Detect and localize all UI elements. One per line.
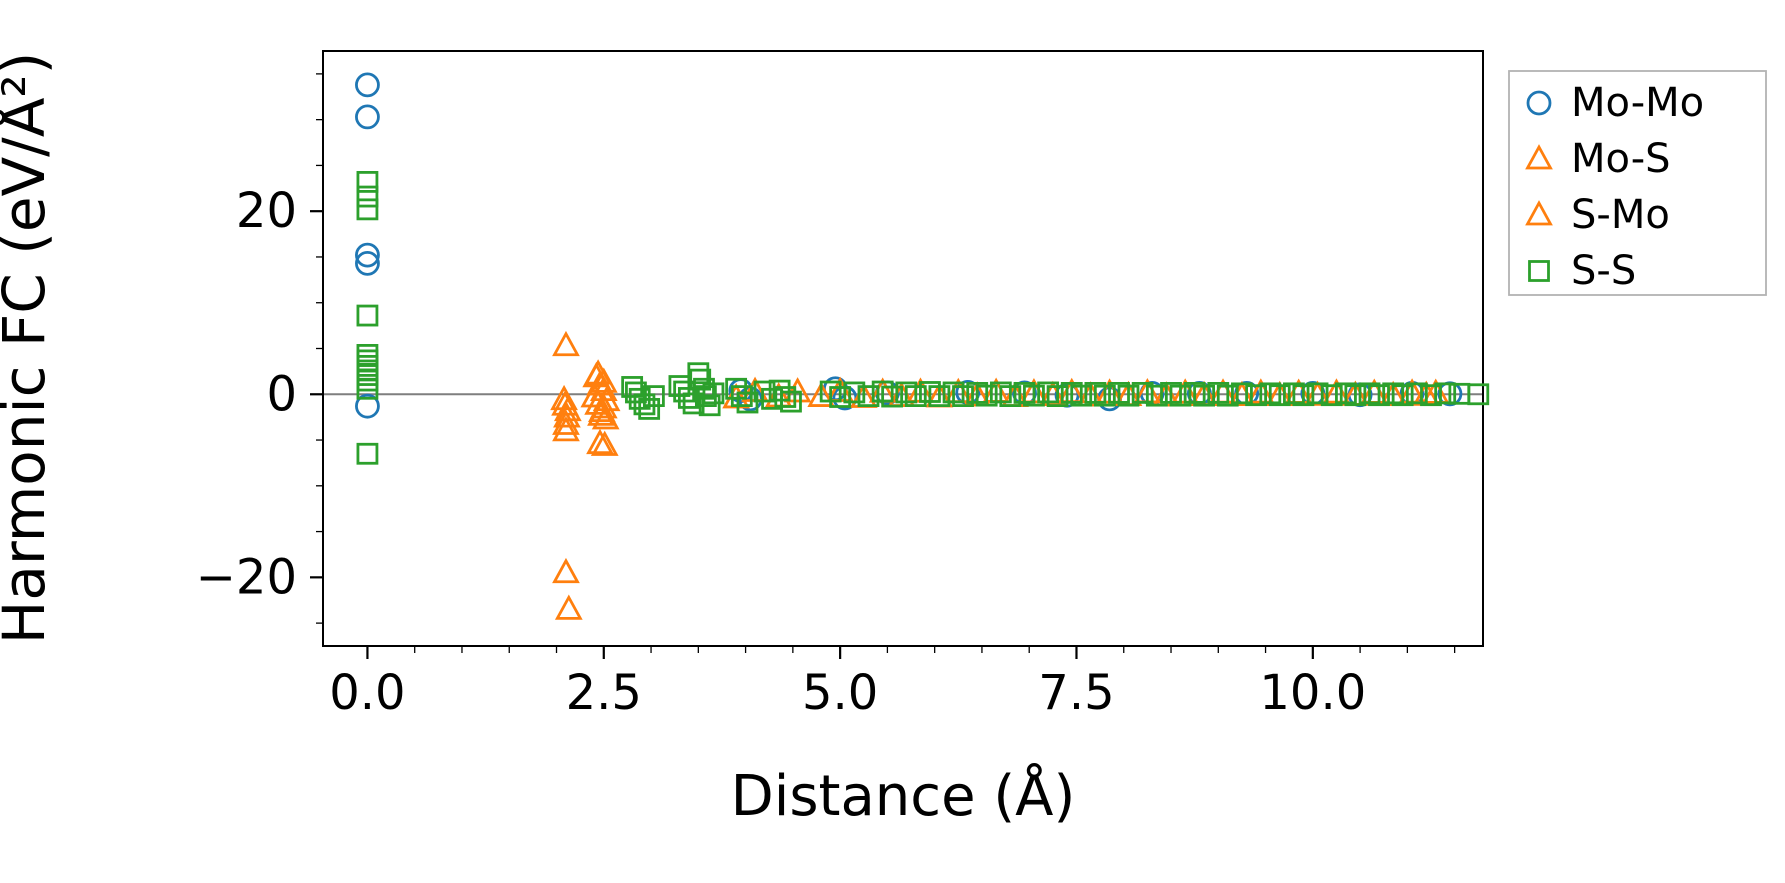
legend-box	[1508, 70, 1767, 296]
y-axis-label: Harmonic FC (eV/Å²)	[0, 52, 58, 645]
data-point-s-s	[1093, 384, 1116, 407]
data-point-s-mo	[551, 390, 579, 416]
data-point-s-s	[999, 385, 1022, 408]
legend-label-s-mo: S-Mo	[1571, 192, 1670, 238]
data-point-s-s	[1145, 384, 1168, 407]
data-point-s-s	[1193, 384, 1216, 407]
y-tick-label: 20	[236, 183, 297, 239]
x-tick-label: 0.0	[329, 665, 405, 721]
data-point-s-s	[1169, 384, 1192, 407]
legend-marker-mo-mo	[1526, 90, 1552, 116]
legend-marker-s-mo	[1525, 200, 1553, 226]
series-mo-mo	[355, 72, 1463, 419]
data-point-s-s	[881, 385, 904, 408]
legend-label-mo-s: Mo-S	[1571, 136, 1671, 182]
data-point-mo-mo	[355, 242, 380, 268]
x-tick-label: 2.5	[566, 665, 642, 721]
x-tick-label: 5.0	[802, 665, 878, 721]
data-point-mo-mo	[355, 393, 380, 419]
data-point-s-mo	[552, 415, 580, 442]
plot-frame	[322, 50, 1484, 647]
data-point-s-s	[356, 170, 379, 193]
data-point-s-s	[1117, 384, 1140, 407]
data-point-s-s	[698, 394, 721, 417]
data-point-s-s	[1046, 385, 1069, 408]
data-point-s-s	[1434, 382, 1457, 405]
data-point-s-s	[780, 390, 802, 413]
data-point-s-s	[356, 198, 379, 221]
data-point-s-s	[1467, 383, 1490, 406]
data-point-mo-s	[552, 409, 580, 435]
data-point-s-s	[1245, 384, 1268, 407]
data-point-s-s	[1131, 381, 1154, 404]
data-point-s-mo	[587, 400, 615, 426]
data-point-s-s	[952, 385, 974, 408]
legend-marker-mo-s	[1525, 144, 1553, 170]
data-point-s-s	[774, 386, 797, 408]
data-point-s-s	[1405, 382, 1428, 405]
data-point-s-s	[1216, 384, 1239, 407]
data-point-s-s	[1292, 384, 1315, 407]
data-point-s-s	[1391, 384, 1414, 407]
data-point-mo-s	[807, 381, 836, 407]
data-point-s-s	[1420, 384, 1442, 407]
data-point-s-s	[843, 381, 866, 404]
axis-ticks-layer: 0.0 2.5 5.0 7.5 10.0 −20 0 20	[196, 73, 1456, 721]
data-point-s-s	[857, 385, 880, 408]
data-point-s-s	[356, 304, 379, 327]
data-point-s-s	[1231, 382, 1253, 405]
data-point-s-s	[730, 385, 753, 408]
data-point-s-s	[928, 385, 951, 408]
data-point-s-s	[356, 185, 379, 208]
data-point-s-mo	[783, 377, 812, 403]
data-point-s-s	[725, 377, 748, 400]
data-point-s-s	[1070, 384, 1093, 407]
data-point-s-s	[687, 362, 710, 385]
data-point-mo-mo	[355, 250, 380, 276]
data-series-layer	[355, 72, 1490, 620]
x-tick-label: 10.0	[1259, 665, 1366, 721]
x-tick-label: 7.5	[1038, 665, 1114, 721]
data-point-s-s	[356, 442, 379, 465]
data-point-s-s	[638, 398, 661, 420]
data-point-mo-s	[552, 330, 580, 357]
series-s-s	[356, 170, 1490, 465]
data-point-s-mo	[590, 430, 619, 456]
y-tick-label: 0	[266, 366, 297, 422]
legend-label-s-s: S-S	[1571, 248, 1636, 294]
data-point-s-s	[621, 376, 644, 398]
data-point-mo-s	[554, 594, 583, 620]
data-point-s-s	[356, 377, 379, 400]
legend-marker-s-s	[1528, 260, 1550, 282]
data-point-s-s	[753, 380, 776, 403]
data-point-s-s	[1320, 384, 1343, 407]
data-point-s-s	[904, 385, 927, 408]
data-point-s-mo	[553, 402, 581, 428]
data-point-s-s	[736, 391, 759, 414]
data-point-s-mo	[589, 375, 618, 402]
data-point-s-s	[642, 385, 665, 408]
data-point-s-s	[1368, 384, 1390, 407]
data-point-s-s	[975, 384, 998, 407]
data-point-mo-mo	[355, 72, 380, 98]
data-point-mo-s	[586, 428, 614, 455]
data-point-s-s	[1344, 384, 1367, 407]
data-point-mo-mo	[355, 104, 380, 130]
data-point-s-s	[702, 382, 725, 405]
legend-label-mo-mo: Mo-Mo	[1571, 80, 1704, 126]
legend: Mo-Mo Mo-S S-Mo S-S	[1508, 70, 1767, 296]
y-tick-label: −20	[196, 549, 297, 605]
data-point-s-s	[1306, 382, 1329, 405]
data-point-s-s	[1268, 384, 1291, 407]
data-point-s-s	[829, 386, 852, 408]
x-axis-label: Distance (Å)	[731, 763, 1076, 829]
data-point-s-s	[768, 379, 791, 402]
data-point-s-s	[1023, 384, 1045, 407]
data-point-mo-s	[552, 557, 580, 584]
